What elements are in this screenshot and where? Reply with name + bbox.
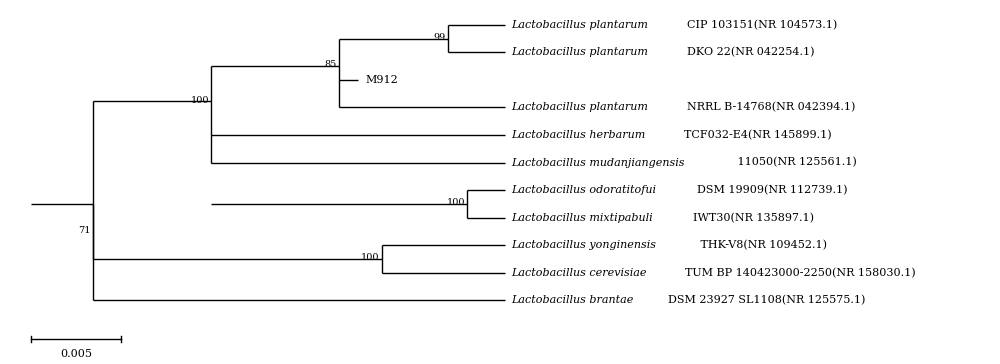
Text: 99: 99 [434,33,446,42]
Text: TCF032-E4(NR 145899.1): TCF032-E4(NR 145899.1) [684,130,831,140]
Text: Lactobacillus cerevisiae: Lactobacillus cerevisiae [511,268,647,278]
Text: 0.005: 0.005 [60,348,92,359]
Text: Lactobacillus plantarum: Lactobacillus plantarum [511,47,648,58]
Text: Lactobacillus herbarum: Lactobacillus herbarum [511,130,646,140]
Text: Lactobacillus mudanjiangensis: Lactobacillus mudanjiangensis [511,158,685,167]
Text: Lactobacillus plantarum: Lactobacillus plantarum [511,103,648,112]
Text: DSM 23927 SL1108(NR 125575.1): DSM 23927 SL1108(NR 125575.1) [668,295,866,305]
Text: CIP 103151(NR 104573.1): CIP 103151(NR 104573.1) [687,20,837,30]
Text: Lactobacillus brantae: Lactobacillus brantae [511,295,634,305]
Text: IWT30(NR 135897.1): IWT30(NR 135897.1) [693,213,814,223]
Text: TUM BP 140423000-2250(NR 158030.1): TUM BP 140423000-2250(NR 158030.1) [685,268,916,278]
Text: Lactobacillus yonginensis: Lactobacillus yonginensis [511,240,656,250]
Text: DKO 22(NR 042254.1): DKO 22(NR 042254.1) [687,47,814,58]
Text: Lactobacillus plantarum: Lactobacillus plantarum [511,20,648,30]
Text: 71: 71 [78,226,91,234]
Text: 85: 85 [325,60,337,69]
Text: Lactobacillus mixtipabuli: Lactobacillus mixtipabuli [511,213,653,223]
Text: 100: 100 [361,253,380,262]
Text: 11050(NR 125561.1): 11050(NR 125561.1) [734,157,857,168]
Text: M912: M912 [366,75,398,85]
Text: DSM 19909(NR 112739.1): DSM 19909(NR 112739.1) [697,185,848,195]
Text: THK-V8(NR 109452.1): THK-V8(NR 109452.1) [697,240,827,250]
Text: 100: 100 [191,96,209,105]
Text: Lactobacillus odoratitofui: Lactobacillus odoratitofui [511,185,656,195]
Text: NRRL B-14768(NR 042394.1): NRRL B-14768(NR 042394.1) [687,102,855,112]
Text: 100: 100 [446,198,465,207]
